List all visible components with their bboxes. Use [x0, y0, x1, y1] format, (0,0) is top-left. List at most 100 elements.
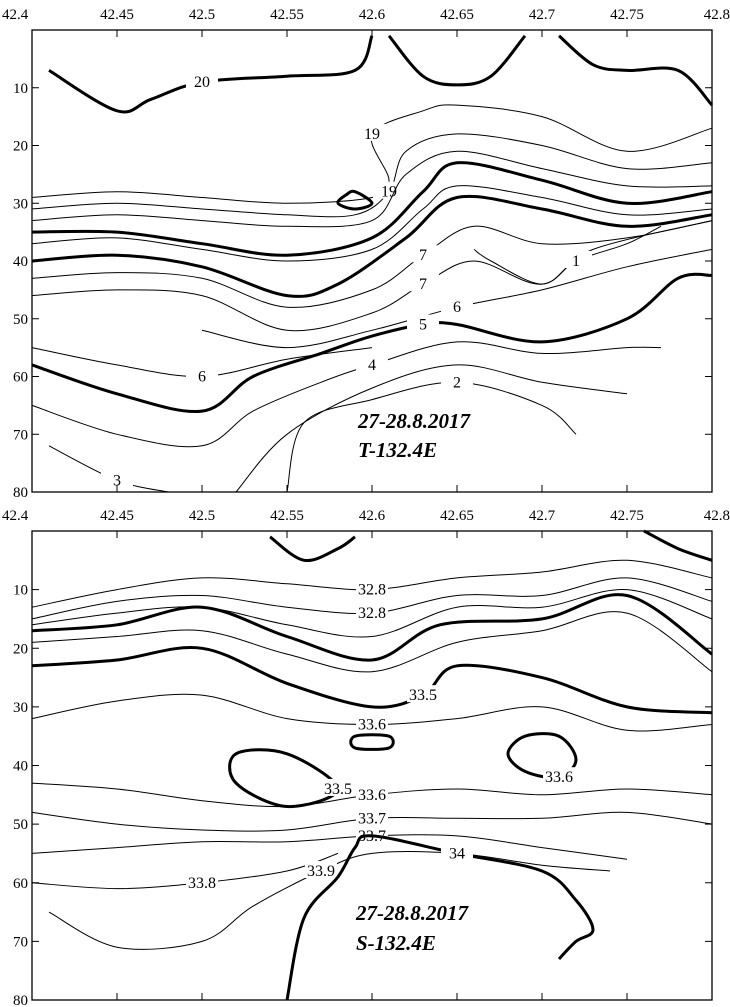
temperature-y-axis: 10 20 30 40 50 60 70 80 — [13, 81, 712, 501]
salinity-x-axis — [31, 531, 713, 1000]
contour-label: 33.6 — [358, 787, 386, 804]
salinity-y-axis: 10 20 30 40 50 60 70 80 — [13, 583, 712, 1007]
contour-label: 6 — [453, 299, 461, 316]
contour-label: 33.7 — [358, 810, 386, 827]
contour-line-20 — [336, 189, 374, 211]
y-tick-label: 40 — [13, 254, 28, 270]
contour-line-33-3 — [31, 611, 713, 673]
contour-label: 20 — [194, 74, 210, 91]
contour-label: 7 — [419, 247, 427, 264]
contour-line-19 — [31, 104, 713, 204]
contour-label: 1 — [572, 253, 580, 270]
temperature-annotation-section: T-132.4E — [358, 438, 437, 462]
contour-label-background — [356, 808, 388, 826]
contour-label-background — [543, 767, 575, 785]
contour-line-33 — [31, 589, 713, 638]
contour-label: 32.8 — [358, 582, 386, 599]
contour-label-background — [356, 825, 388, 843]
contour-label-background — [101, 470, 133, 488]
contour-line-33 — [643, 529, 713, 562]
contour-label-background — [441, 843, 473, 861]
contour-line-18 — [31, 150, 713, 228]
contour-line-4 — [31, 341, 662, 448]
y-tick-label: 20 — [13, 139, 28, 155]
contour-label: 6 — [198, 369, 206, 386]
x-tick-label-bottom: 42.75 — [610, 508, 644, 524]
contour-line-20 — [387, 34, 527, 87]
contour-label-background — [441, 297, 473, 315]
x-tick-label-top: 42.45 — [100, 7, 134, 23]
y-tick-label: 40 — [13, 759, 28, 775]
contour-label: 32.8 — [358, 605, 386, 622]
contour-label-background — [356, 579, 388, 597]
x-tick-label-top: 42.5 — [189, 7, 215, 23]
contour-label-background — [356, 354, 388, 372]
contour-line-3 — [235, 364, 628, 493]
contour-label-background — [356, 784, 388, 802]
contour-label-background — [322, 778, 354, 796]
contour-label-background — [305, 861, 337, 879]
contour-line-10 — [31, 194, 713, 298]
contour-line-2 — [286, 381, 577, 493]
temperature-contours: 20 19 19 7 7 6 5 6 4 3 2 1 — [31, 34, 714, 493]
contour-line-33-2 — [31, 593, 713, 662]
contour-label: 2 — [453, 374, 461, 391]
x-tick-label-bottom: 42.5 — [189, 508, 215, 524]
salinity-panel: 32.832.833.533.633.533.633.633.733.733.8… — [13, 529, 713, 1007]
contour-line-33-8 — [31, 852, 339, 890]
contour-line-16 — [31, 161, 713, 257]
x-tick-label-top: 42.55 — [270, 7, 304, 23]
contour-line-14 — [31, 185, 713, 262]
contour-label: 19 — [364, 126, 380, 143]
salinity-contours: 32.832.833.533.633.533.633.633.733.733.8… — [31, 529, 713, 1001]
contour-line-1 — [473, 225, 662, 285]
contour-label: 33.9 — [307, 863, 335, 880]
contour-line-20 — [558, 34, 714, 107]
y-tick-label: 60 — [13, 876, 28, 892]
x-tick-label-bottom: 42.65 — [440, 508, 474, 524]
y-tick-label: 20 — [13, 641, 28, 657]
contour-label: 33.6 — [358, 716, 386, 733]
x-tick-label-bottom: 42.45 — [100, 508, 134, 524]
contour-label-background — [560, 251, 592, 268]
temperature-annotation-date: 27-28.8.2017 — [357, 409, 471, 433]
x-tick-label-bottom: 42.8 — [704, 508, 730, 524]
x-tick-label-top: 42.65 — [440, 7, 474, 23]
contour-line-8 — [31, 220, 713, 308]
contour-label-background — [407, 685, 439, 703]
x-tick-label-top: 42.7 — [529, 7, 556, 23]
contour-label: 33.5 — [409, 687, 437, 704]
salinity-plot-frame — [31, 530, 713, 1001]
salinity-annotation-date: 27-28.8.2017 — [355, 901, 469, 925]
contour-label-background — [356, 603, 388, 621]
contour-label: 33.8 — [188, 875, 216, 892]
contour-label: 33.6 — [545, 769, 573, 786]
contour-line-33-5 — [228, 748, 340, 809]
contour-label: 19 — [381, 184, 397, 201]
contour-label: 5 — [419, 317, 427, 334]
contour-line-5 — [31, 272, 713, 414]
x-tick-label-top: 42.6 — [359, 7, 386, 23]
salinity-annotation-section: S-132.4E — [356, 931, 436, 955]
contour-label-background — [186, 872, 218, 890]
contour-line-33-5 — [349, 733, 395, 751]
y-tick-label: 70 — [13, 427, 28, 443]
y-tick-label: 10 — [13, 81, 28, 97]
contour-label-background — [186, 71, 218, 89]
contour-label-background — [186, 366, 218, 384]
contour-label: 34 — [449, 845, 465, 862]
contour-label: 3 — [113, 472, 121, 489]
x-tick-label-top: 42.75 — [610, 7, 644, 23]
temperature-x-axis: 42.4 42.4 42.45 42.45 42.5 42.5 42.55 42.55 42.6… — [2, 7, 730, 524]
y-tick-label: 80 — [13, 485, 28, 501]
contour-label: 4 — [368, 357, 376, 374]
x-tick-label-top: 42.8 — [704, 7, 730, 23]
contour-label: 33.5 — [324, 781, 352, 798]
contour-line-33-7 — [31, 834, 628, 860]
y-tick-label: 10 — [13, 583, 28, 599]
x-tick-label-bottom: 42.7 — [529, 508, 556, 524]
x-tick-label-top: 42.4 — [2, 7, 29, 23]
y-tick-label: 80 — [13, 993, 28, 1007]
